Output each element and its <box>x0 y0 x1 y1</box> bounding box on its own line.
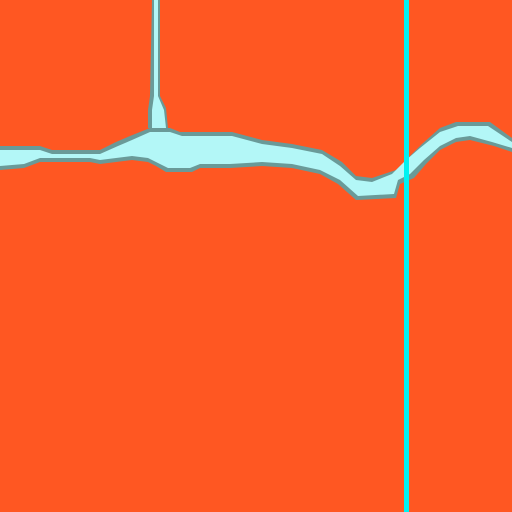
vertical-marker-line[interactable] <box>404 0 409 512</box>
horizontal-channel <box>0 126 512 196</box>
vertical-channel <box>152 0 166 128</box>
